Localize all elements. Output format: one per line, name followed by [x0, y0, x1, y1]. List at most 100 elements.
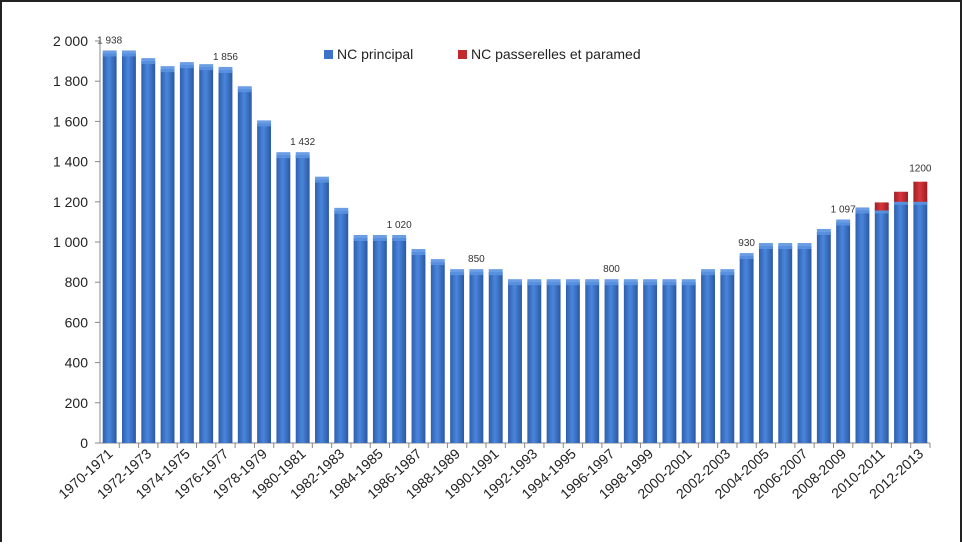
bar-nc-principal [276, 155, 291, 443]
bar-nc-principal [469, 272, 484, 443]
bar-top-cap [122, 50, 136, 57]
bars [102, 50, 928, 444]
bar-nc-principal [720, 272, 735, 443]
bar-top-cap [701, 269, 715, 276]
bar-nc-principal [894, 201, 908, 443]
y-tick-label: 1 400 [53, 154, 88, 170]
y-tick-label: 1 200 [53, 194, 88, 210]
bar-top-cap [565, 279, 580, 286]
bar-top-cap [797, 243, 812, 250]
bar-nc-principal [237, 89, 252, 444]
bar-top-cap [758, 243, 773, 250]
bar-nc-principal [701, 272, 715, 443]
bar-top-cap [546, 279, 561, 286]
bar-nc-passerelles [894, 191, 908, 202]
x-axis: 1970-19711972-19731974-19751976-19771978… [55, 442, 931, 502]
bar-nc-principal [450, 272, 465, 443]
y-tick-label: 200 [65, 395, 89, 411]
bar-nc-principal [257, 123, 272, 443]
bar-nc-principal [758, 246, 773, 443]
bar-nc-principal [874, 210, 889, 443]
data-label: 1 097 [831, 205, 856, 216]
bar-top-cap [257, 120, 272, 127]
bar-top-cap [218, 66, 233, 73]
y-tick-label: 400 [65, 355, 89, 371]
bar-top-cap [411, 249, 426, 256]
data-label: 1 020 [387, 220, 412, 231]
bar-nc-principal [623, 282, 638, 443]
data-label: 800 [603, 264, 620, 275]
legend-swatch [458, 50, 467, 59]
bar-nc-principal [430, 262, 445, 443]
bar-nc-principal [334, 210, 349, 443]
bar-nc-principal [527, 282, 542, 443]
bar-top-cap [488, 269, 503, 276]
bar-top-cap [662, 279, 677, 286]
bar-nc-principal [295, 155, 310, 443]
data-label: 1 938 [97, 35, 122, 46]
bar-top-cap [836, 219, 851, 226]
bar-top-cap [160, 66, 175, 73]
legend: NC principal NC passerelles et paramed [324, 46, 641, 62]
bar-nc-principal [372, 237, 387, 443]
bar-nc-principal [643, 282, 658, 443]
bar-nc-principal [122, 53, 136, 443]
bar-nc-principal [797, 246, 812, 443]
y-tick-label: 1 000 [53, 234, 88, 250]
bar-nc-principal [913, 201, 928, 443]
bar-top-cap [855, 207, 870, 214]
y-tick-label: 1 800 [53, 73, 88, 89]
bar-top-cap [179, 62, 194, 69]
bar-nc-principal [508, 282, 522, 443]
bar-nc-principal [218, 69, 233, 443]
bar-nc-principal [604, 282, 619, 443]
legend-label: NC passerelles et paramed [471, 46, 641, 62]
bar-top-cap [604, 279, 619, 286]
bar-nc-principal [102, 53, 117, 443]
data-labels: 1 938 1 856 1 432 1 020 850 800 930 1 097 1200 [97, 35, 932, 275]
y-axis: 0 200 400 600 800 1 000 1 200 1 400 1 600 1 800 2 … [53, 33, 101, 451]
bar-nc-principal [816, 231, 831, 443]
bar-top-cap [778, 243, 793, 250]
y-tick-label: 1 600 [53, 113, 88, 129]
bar-nc-principal [353, 237, 368, 443]
bar-top-cap [295, 152, 310, 159]
bar-top-cap [276, 152, 291, 159]
data-label: 1 432 [290, 137, 315, 148]
bar-nc-principal [662, 282, 677, 443]
bar-top-cap [430, 259, 445, 266]
bar-nc-principal [546, 282, 561, 443]
bar-nc-principal [315, 179, 329, 443]
bar-nc-principal [585, 282, 600, 443]
bar-nc-principal [141, 61, 156, 443]
bar-top-cap [450, 269, 465, 276]
bar-top-cap [141, 58, 156, 65]
bar-nc-principal [778, 246, 793, 443]
y-tick-label: 2 000 [53, 33, 88, 49]
bar-top-cap [585, 279, 600, 286]
legend-label: NC principal [337, 46, 413, 62]
bar-top-cap [720, 269, 735, 276]
bar-nc-principal [179, 65, 194, 443]
data-label: 930 [738, 238, 755, 249]
bar-top-cap [237, 86, 252, 93]
bar-top-cap [623, 279, 638, 286]
bar-nc-principal [488, 272, 503, 443]
bar-nc-principal [681, 282, 696, 443]
data-label: 850 [468, 254, 485, 265]
bar-nc-principal [199, 67, 214, 443]
bar-nc-principal [855, 210, 870, 443]
bar-top-cap [102, 50, 117, 57]
bar-top-cap [199, 64, 214, 71]
y-tick-label: 800 [65, 274, 89, 290]
bar-nc-passerelles [913, 181, 928, 202]
data-label: 1200 [909, 164, 932, 175]
y-tick-label: 600 [65, 314, 89, 330]
bar-top-cap [527, 279, 542, 286]
bar-nc-principal [565, 282, 580, 443]
bar-top-cap [372, 234, 387, 241]
bar-top-cap [469, 269, 484, 276]
bar-nc-principal [836, 222, 851, 443]
